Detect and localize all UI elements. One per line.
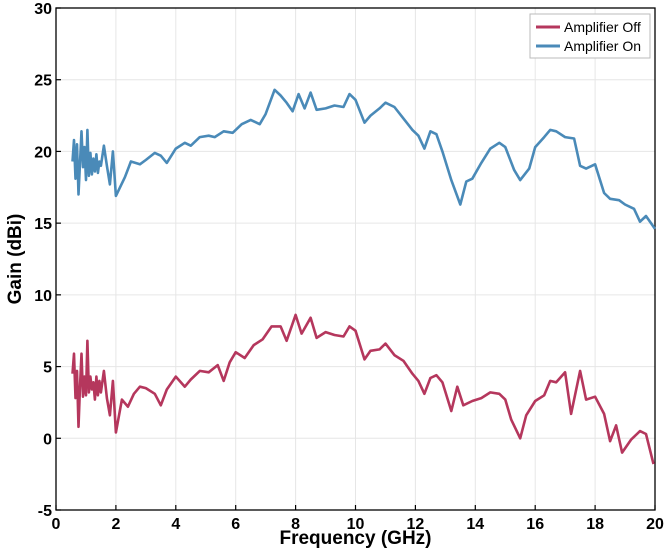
x-tick-label: 20 [646,516,664,533]
series-layer [71,88,657,465]
x-tick-label: 0 [52,516,61,533]
y-tick-label: 20 [34,144,52,161]
x-tick-label: 18 [586,516,604,533]
x-axis-title: Frequency (GHz) [279,528,431,549]
y-tick-label: 30 [34,1,52,18]
tick-marks [55,7,656,511]
x-tick-label: 8 [291,516,300,533]
y-tick-label: -5 [38,503,52,520]
y-tick-labels: -5 0 5 10 15 20 25 30 [34,1,52,520]
y-axis-title: Gain (dBi) [5,214,26,305]
series-line-amplifier-off [71,313,655,465]
x-tick-label: 14 [466,516,484,533]
y-tick-label: 0 [43,431,52,448]
y-tick-label: 15 [34,216,52,233]
x-tick-labels: 0 2 4 6 8 10 12 14 16 18 20 [52,516,664,533]
x-tick-label: 6 [231,516,240,533]
x-tick-label: 10 [347,516,365,533]
x-tick-label: 16 [526,516,544,533]
x-tick-label: 4 [171,516,180,533]
y-tick-label: 25 [34,73,52,90]
x-tick-label: 2 [111,516,120,533]
y-tick-label: 10 [34,288,52,305]
y-tick-label: 5 [43,360,52,377]
legend-label-amplifier-on: Amplifier On [564,38,641,54]
series-line-amplifier-on [71,88,657,230]
x-tick-label: 12 [407,516,425,533]
legend-box [529,13,651,59]
legend: Amplifier Off Amplifier On [529,13,651,59]
legend-label-amplifier-off: Amplifier Off [564,19,641,35]
